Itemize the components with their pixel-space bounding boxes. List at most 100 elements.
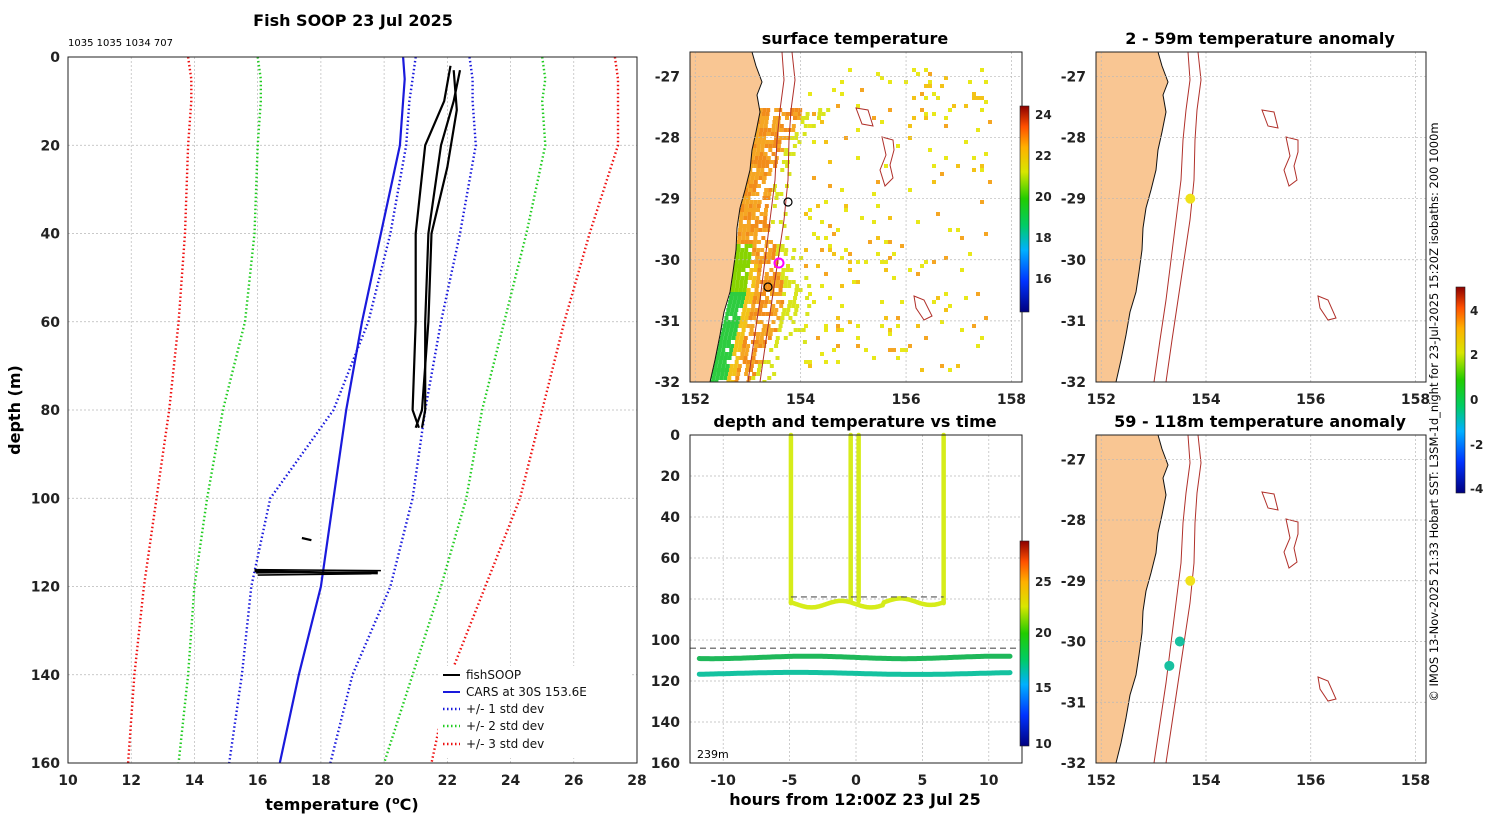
sst-pixel	[764, 208, 768, 212]
sst-pixel	[984, 232, 988, 236]
sst-pixel	[972, 324, 976, 328]
sst-pixel	[908, 268, 912, 272]
sst-pixel	[767, 336, 772, 340]
sst-pixel	[766, 224, 771, 228]
sst-pixel	[753, 348, 758, 352]
sst-pixel	[768, 300, 773, 304]
sst-pixel	[740, 240, 745, 244]
sst-pixel	[908, 124, 912, 128]
sst-pixel	[756, 148, 761, 152]
sst-pixel	[726, 308, 731, 312]
sst-pixel	[771, 284, 776, 288]
sst-pixel	[928, 84, 932, 88]
sst-pixel	[732, 316, 737, 320]
sst-pixel	[773, 140, 778, 144]
anom1-y-tick: -27	[1061, 69, 1086, 85]
sst-pixel	[812, 176, 816, 180]
sst-pixel	[836, 316, 840, 320]
sst-pixel	[757, 164, 762, 168]
sst-pixel	[755, 336, 760, 340]
sst-pixel	[820, 284, 824, 288]
sst-pixel	[880, 260, 884, 264]
sst-pixel	[749, 268, 754, 272]
sst-pixel	[733, 364, 738, 368]
sst-pixel	[724, 332, 729, 336]
sst-pixel	[916, 272, 920, 276]
time-colorbar	[1019, 540, 1030, 747]
sst-pixel	[880, 76, 884, 80]
sst-pixel	[976, 344, 980, 348]
sst-pixel	[772, 244, 777, 248]
sst-pixel	[792, 144, 797, 148]
sst-pixel	[771, 320, 776, 324]
sst-pixel	[896, 356, 900, 360]
sst-pixel	[968, 252, 972, 256]
sst-pixel	[758, 228, 763, 232]
sst-pixel	[900, 348, 904, 352]
sst-pixel	[775, 252, 780, 256]
sst-pixel	[781, 160, 786, 164]
sst-pixel	[848, 268, 852, 272]
sst-pixel	[748, 188, 753, 192]
sst-pixel	[736, 272, 741, 276]
sst-pixel	[743, 252, 748, 256]
sst-pixel	[836, 360, 840, 364]
sst-pixel	[743, 212, 748, 216]
sst-pixel	[752, 244, 757, 248]
profile-counts: 1035 1035 1034 707	[68, 38, 173, 49]
sst-pixel	[754, 340, 759, 344]
fish-horizontal-trace-0	[254, 568, 381, 572]
sst-cbar-tick: 18	[1035, 231, 1052, 245]
sst-pixel	[900, 300, 904, 304]
sst-pixel	[763, 216, 768, 220]
sst-pixel	[836, 104, 840, 108]
sst-pixel	[751, 192, 756, 196]
sst-pixel	[832, 88, 836, 92]
sst-pixel	[739, 212, 744, 216]
profile-ylabel: depth (m)	[5, 365, 24, 455]
sst-pixel	[768, 144, 773, 148]
sst-pixel	[888, 80, 892, 84]
sst-pixel	[736, 332, 741, 336]
sst-pixel	[728, 300, 733, 304]
sst-pixel	[773, 116, 777, 120]
sst-pixel	[801, 116, 805, 120]
sst-pixel	[980, 68, 984, 72]
sst-pixel	[980, 168, 984, 172]
sst-pixel	[746, 220, 751, 224]
anomaly-cbar-tick: -4	[1470, 482, 1483, 496]
sst-pixel	[884, 260, 888, 264]
sst-pixel	[743, 356, 748, 360]
sst-pixel	[824, 324, 828, 328]
sst-pixel	[932, 260, 936, 264]
anom1-y-tick: -32	[1061, 375, 1086, 391]
sst-pixel	[763, 304, 768, 308]
sst-pixel	[765, 116, 769, 120]
sst-pixel	[772, 204, 777, 208]
time-panel: depth and temperature vs time -10 -5 0 5 100…	[651, 412, 1052, 809]
sst-pixel	[964, 140, 968, 144]
std1-lower-line	[228, 56, 417, 764]
sst-pixel	[749, 296, 754, 300]
sst-pixel	[782, 136, 787, 140]
sst-pixel	[750, 156, 755, 160]
sst-pixel	[768, 188, 773, 192]
sst-pixel	[756, 184, 761, 188]
sst-pixel	[944, 256, 948, 260]
time-title: depth and temperature vs time	[713, 412, 996, 431]
time-y-tick: 100	[651, 633, 680, 649]
sst-pixel	[717, 348, 722, 352]
sst-pixel	[747, 212, 752, 216]
sst-pixel	[751, 212, 756, 216]
sst-pixel	[755, 216, 760, 220]
sst-pixel	[746, 324, 751, 328]
sst-pixel	[924, 260, 928, 264]
profile-y-tick: 0	[50, 50, 60, 66]
sst-pixel	[742, 344, 747, 348]
sst-pixel	[739, 284, 744, 288]
sst-pixel	[745, 312, 750, 316]
sst-pixel	[757, 268, 762, 272]
sst-pixel	[817, 116, 821, 120]
sst-pixel	[844, 248, 848, 252]
sst-pixel	[840, 80, 844, 84]
